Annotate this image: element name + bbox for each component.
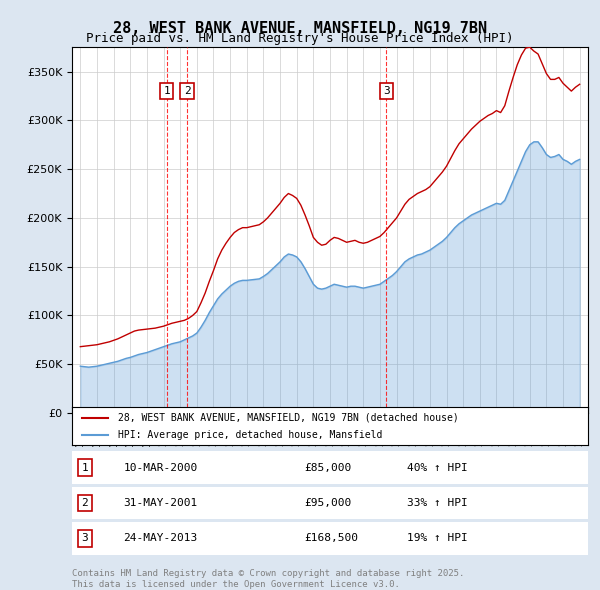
Text: 3: 3	[383, 86, 390, 96]
Text: 10-MAR-2000: 10-MAR-2000	[124, 463, 198, 473]
Text: 31-MAY-2001: 31-MAY-2001	[124, 498, 198, 508]
Text: 19% ↑ HPI: 19% ↑ HPI	[407, 533, 468, 543]
Text: 2: 2	[82, 498, 88, 508]
Text: 33% ↑ HPI: 33% ↑ HPI	[407, 498, 468, 508]
Text: 2: 2	[184, 86, 190, 96]
Text: 28, WEST BANK AVENUE, MANSFIELD, NG19 7BN: 28, WEST BANK AVENUE, MANSFIELD, NG19 7B…	[113, 21, 487, 35]
Text: 3: 3	[82, 533, 88, 543]
Text: 24-MAY-2013: 24-MAY-2013	[124, 533, 198, 543]
Text: Contains HM Land Registry data © Crown copyright and database right 2025.
This d: Contains HM Land Registry data © Crown c…	[72, 569, 464, 589]
Text: 1: 1	[163, 86, 170, 96]
Text: £85,000: £85,000	[304, 463, 352, 473]
Text: Price paid vs. HM Land Registry's House Price Index (HPI): Price paid vs. HM Land Registry's House …	[86, 32, 514, 45]
Text: 1: 1	[82, 463, 88, 473]
Text: HPI: Average price, detached house, Mansfield: HPI: Average price, detached house, Mans…	[118, 430, 383, 440]
Text: 28, WEST BANK AVENUE, MANSFIELD, NG19 7BN (detached house): 28, WEST BANK AVENUE, MANSFIELD, NG19 7B…	[118, 413, 459, 423]
Text: £95,000: £95,000	[304, 498, 352, 508]
Text: £168,500: £168,500	[304, 533, 358, 543]
Text: 40% ↑ HPI: 40% ↑ HPI	[407, 463, 468, 473]
